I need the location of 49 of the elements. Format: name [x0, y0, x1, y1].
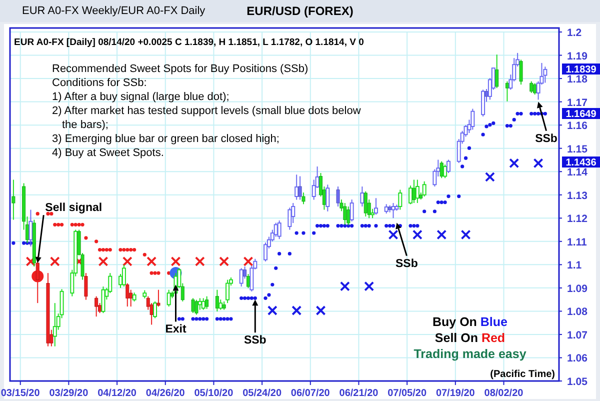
text: 1.1839 — [566, 64, 597, 76]
y-tick-label: 1.13 — [567, 190, 588, 202]
annotation: Sell On Red — [434, 331, 506, 345]
x-tick-label: 04/26/20 — [146, 388, 186, 399]
y-tick-label: 1.15 — [567, 143, 588, 156]
chart-title: EUR/USD (FOREX) — [246, 4, 354, 18]
x-tick-label: 08/02/20 — [484, 388, 524, 399]
annotation: 2) After market has tested support levels (small blue dots below — [52, 105, 361, 117]
text: EUR A0-FX [Daily] 08/14/20 +0.0025 C 1.1839, H 1.1851, L 1.1782, O 1.1814, V 0 — [14, 37, 364, 48]
x-tick-label: 03/29/20 — [49, 388, 89, 399]
y-tick-label: 1.14 — [567, 166, 588, 179]
y-tick-label: 1.16 — [567, 120, 588, 132]
x-tick-label: 05/10/20 — [194, 388, 234, 399]
annotation: the bars); — [62, 119, 108, 131]
x-tick-label: 03/15/20 — [0, 388, 40, 399]
text: 1.1436 — [566, 158, 597, 168]
y-tick-label: 1.08 — [567, 306, 588, 318]
y-tick-label: 1.1 — [567, 260, 582, 272]
annotation: Conditions for SSb: — [52, 77, 147, 89]
annotation: Trading made easy — [414, 347, 526, 361]
annotation: Buy On Blue — [432, 315, 508, 329]
y-tick-label: 1.07 — [567, 329, 588, 342]
x-tick-label: 07/19/20 — [436, 388, 476, 399]
y-tick-label: 1.11 — [567, 236, 588, 248]
x-tick-label: 07/05/20 — [388, 388, 427, 399]
annotation: Recommended Sweet Spots for Buy Positions (SSb) — [52, 63, 308, 75]
y-tick-label: 1.2 — [567, 27, 582, 39]
annotation: SSb — [396, 258, 418, 270]
x-tick-label: 05/24/20 — [242, 388, 282, 399]
annotation: (Pacific Time) — [490, 369, 555, 380]
y-tick-label: 1.18 — [567, 74, 588, 86]
y-tick-label: 1.06 — [567, 352, 588, 365]
annotation: 3) Emerging blue bar or green bar closed high; — [52, 133, 280, 145]
x-tick-label: 04/12/20 — [98, 388, 137, 399]
annotation: Exit — [165, 324, 186, 336]
x-tick-label: 06/07/20 — [290, 388, 330, 399]
annotation: SSb — [244, 334, 266, 347]
text: 1.1649 — [566, 109, 597, 120]
text: EUR A0-FX Weekly/EUR A0-FX Daily — [22, 5, 206, 17]
y-tick-label: 1.17 — [567, 96, 588, 109]
annotation: 4) Buy at Sweet Spots. — [52, 147, 164, 159]
annotation: Sell signal — [45, 202, 102, 214]
y-tick-label: 1.05 — [567, 376, 588, 388]
y-tick-label: 1.12 — [567, 213, 588, 226]
annotation: 1) After a buy signal (large blue dot); — [52, 91, 230, 103]
y-tick-label: 1.09 — [567, 282, 588, 295]
annotation: SSb — [535, 132, 558, 145]
x-tick-label: 06/21/20 — [339, 388, 379, 399]
y-tick-label: 1.19 — [567, 50, 588, 62]
